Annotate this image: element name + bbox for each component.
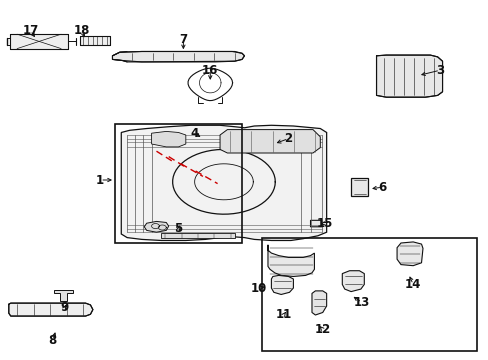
Polygon shape xyxy=(311,291,326,315)
Polygon shape xyxy=(121,125,326,240)
Text: 8: 8 xyxy=(49,334,57,347)
Text: 11: 11 xyxy=(275,309,291,321)
Polygon shape xyxy=(151,131,185,147)
Text: 14: 14 xyxy=(404,278,421,291)
Text: 18: 18 xyxy=(74,24,90,37)
Polygon shape xyxy=(112,51,244,62)
Text: 1: 1 xyxy=(96,174,104,186)
Text: 9: 9 xyxy=(61,301,68,314)
Text: 16: 16 xyxy=(202,64,218,77)
Text: 2: 2 xyxy=(284,132,292,145)
Text: 10: 10 xyxy=(250,282,267,294)
Polygon shape xyxy=(310,220,322,227)
Text: 7: 7 xyxy=(179,33,187,46)
Polygon shape xyxy=(342,271,364,292)
Polygon shape xyxy=(396,242,422,266)
Polygon shape xyxy=(350,178,367,196)
Polygon shape xyxy=(271,275,293,294)
Polygon shape xyxy=(80,36,110,45)
Polygon shape xyxy=(220,130,320,153)
Polygon shape xyxy=(9,303,93,316)
Polygon shape xyxy=(376,55,442,97)
Text: 5: 5 xyxy=(174,222,182,235)
Polygon shape xyxy=(144,221,168,232)
Polygon shape xyxy=(10,34,68,49)
Text: 12: 12 xyxy=(314,323,330,336)
Bar xyxy=(115,124,242,243)
Polygon shape xyxy=(267,245,314,276)
Text: 13: 13 xyxy=(353,296,369,309)
Polygon shape xyxy=(161,233,234,238)
Text: 6: 6 xyxy=(378,181,386,194)
Text: 4: 4 xyxy=(190,127,198,140)
Polygon shape xyxy=(54,290,73,301)
Text: 3: 3 xyxy=(435,64,443,77)
Text: 17: 17 xyxy=(22,24,39,37)
Text: 15: 15 xyxy=(316,217,333,230)
Bar xyxy=(261,238,476,351)
